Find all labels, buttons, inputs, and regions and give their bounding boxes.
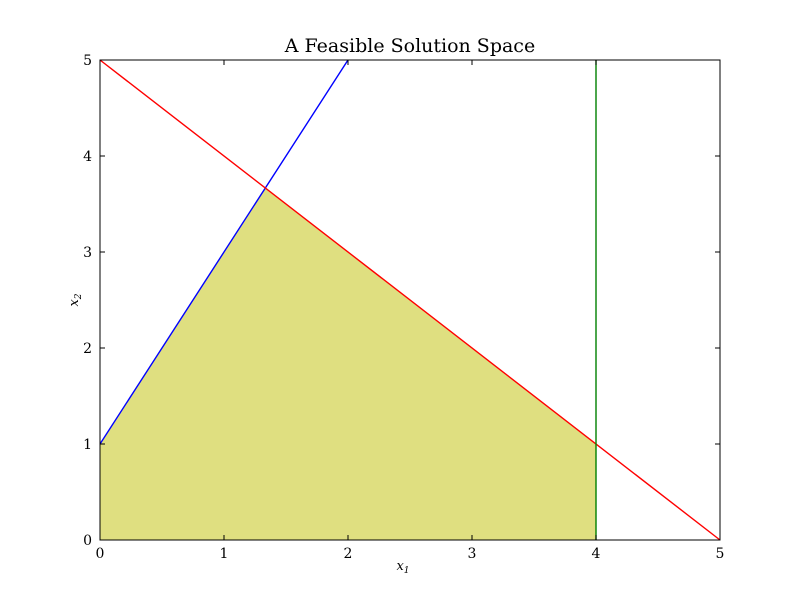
series-layer (99, 59, 721, 541)
chart-title: A Feasible Solution Space (284, 35, 535, 57)
series-line-2 (99, 59, 721, 541)
x-axis-label: x1 (396, 559, 409, 576)
y-tick-label: 3 (83, 245, 92, 261)
plot-frame (99, 59, 721, 541)
feasible-region (100, 187, 596, 540)
y-tick-label: 2 (83, 341, 92, 357)
x-axis: 0 1 2 3 4 5 (96, 60, 725, 562)
y-tick-label: 0 (83, 533, 92, 549)
y-tick-label: 1 (83, 437, 92, 453)
y-axis: 0 1 2 3 4 5 (83, 53, 720, 549)
x-tick-label: 3 (468, 546, 477, 562)
y-tick-label: 4 (83, 149, 92, 165)
x-tick-label: 1 (220, 546, 229, 562)
x-tick-label: 0 (96, 546, 105, 562)
y-axis-label: x2 (67, 293, 84, 306)
x-tick-label: 5 (716, 546, 725, 562)
x-tick-label: 4 (592, 546, 601, 562)
series-line-1 (99, 59, 349, 445)
y-tick-label: 5 (83, 53, 92, 69)
x-tick-label: 2 (344, 546, 353, 562)
